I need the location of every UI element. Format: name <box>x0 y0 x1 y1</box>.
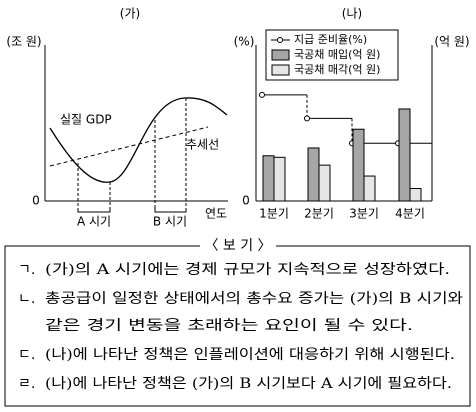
bar <box>307 147 320 202</box>
bar <box>398 108 411 202</box>
item-label: ㄴ. <box>18 291 35 307</box>
legend-label: 지급 준비율(%) <box>294 33 367 46</box>
bar <box>409 188 422 202</box>
series-label: 실질 GDP <box>60 113 112 127</box>
item-text: (나)에 나타난 정책은 (가)의 B 시기보다 A 시기에 필요하다. <box>45 376 452 392</box>
item-text: (나)에 나타난 정책은 인플레이션에 대응하기 위해 시행된다. <box>45 347 455 363</box>
y-axis-label: (조 원) <box>6 35 41 49</box>
item-label: ㄱ. <box>18 262 35 278</box>
bar <box>262 155 275 202</box>
bar <box>318 164 331 202</box>
legend-swatch <box>271 64 290 76</box>
box-title-bg <box>200 237 276 255</box>
y-axis-label: (%) <box>234 35 255 49</box>
plot: 지급 준비율(%) 국공채 매입(억 원) 국공채 매각(억 원) 1분기 2분기 3분기… <box>259 33 432 221</box>
legend-label: 국공채 매입(억 원) <box>294 48 380 61</box>
item-label: ㄷ. <box>18 347 35 363</box>
x-tick-label: 3분기 <box>349 207 379 221</box>
panel-title: (가) <box>120 7 140 21</box>
x-tick-label: 4분기 <box>395 207 425 221</box>
bar <box>363 175 376 202</box>
x-tick-label: 2분기 <box>304 207 334 221</box>
line-point <box>259 91 265 98</box>
period-label: A 시기 <box>77 215 111 229</box>
legend-swatch <box>271 49 290 61</box>
items: ㄱ. (가)의 A 시기에는 경제 규모가 지속적으로 성장하였다. ㄴ. 총공급이 … <box>18 262 463 392</box>
x-axis-label: 연도 <box>205 207 227 221</box>
panel-title: (나) <box>342 7 362 21</box>
bar <box>273 156 286 202</box>
item-text: 같은 경기 변동을 초래하는 요인이 될 수 있다. <box>45 318 413 334</box>
box-title: 〈 보 기 〉 <box>204 238 271 254</box>
y2-axis-label: (억 원) <box>434 35 469 49</box>
item-label: ㄹ. <box>18 376 35 392</box>
bar <box>352 128 365 202</box>
line-point <box>304 115 310 122</box>
trend-label: 추세선 <box>186 138 219 152</box>
trend-line <box>49 126 209 167</box>
gdp-curve <box>49 97 228 183</box>
legend-marker <box>277 37 283 43</box>
legend-label: 국공채 매각(억 원) <box>294 63 380 76</box>
origin-label: 0 <box>242 194 250 208</box>
period-label: B 시기 <box>153 215 187 229</box>
origin-label: 0 <box>32 194 40 208</box>
x-tick-label: 1분기 <box>259 207 289 221</box>
item-text: (가)의 A 시기에는 경제 규모가 지속적으로 성장하였다. <box>45 262 450 278</box>
item-text: 총공급이 일정한 상태에서의 총수요 증가는 (가)의 B 시기와 <box>45 291 463 307</box>
period-bracket <box>77 208 187 213</box>
